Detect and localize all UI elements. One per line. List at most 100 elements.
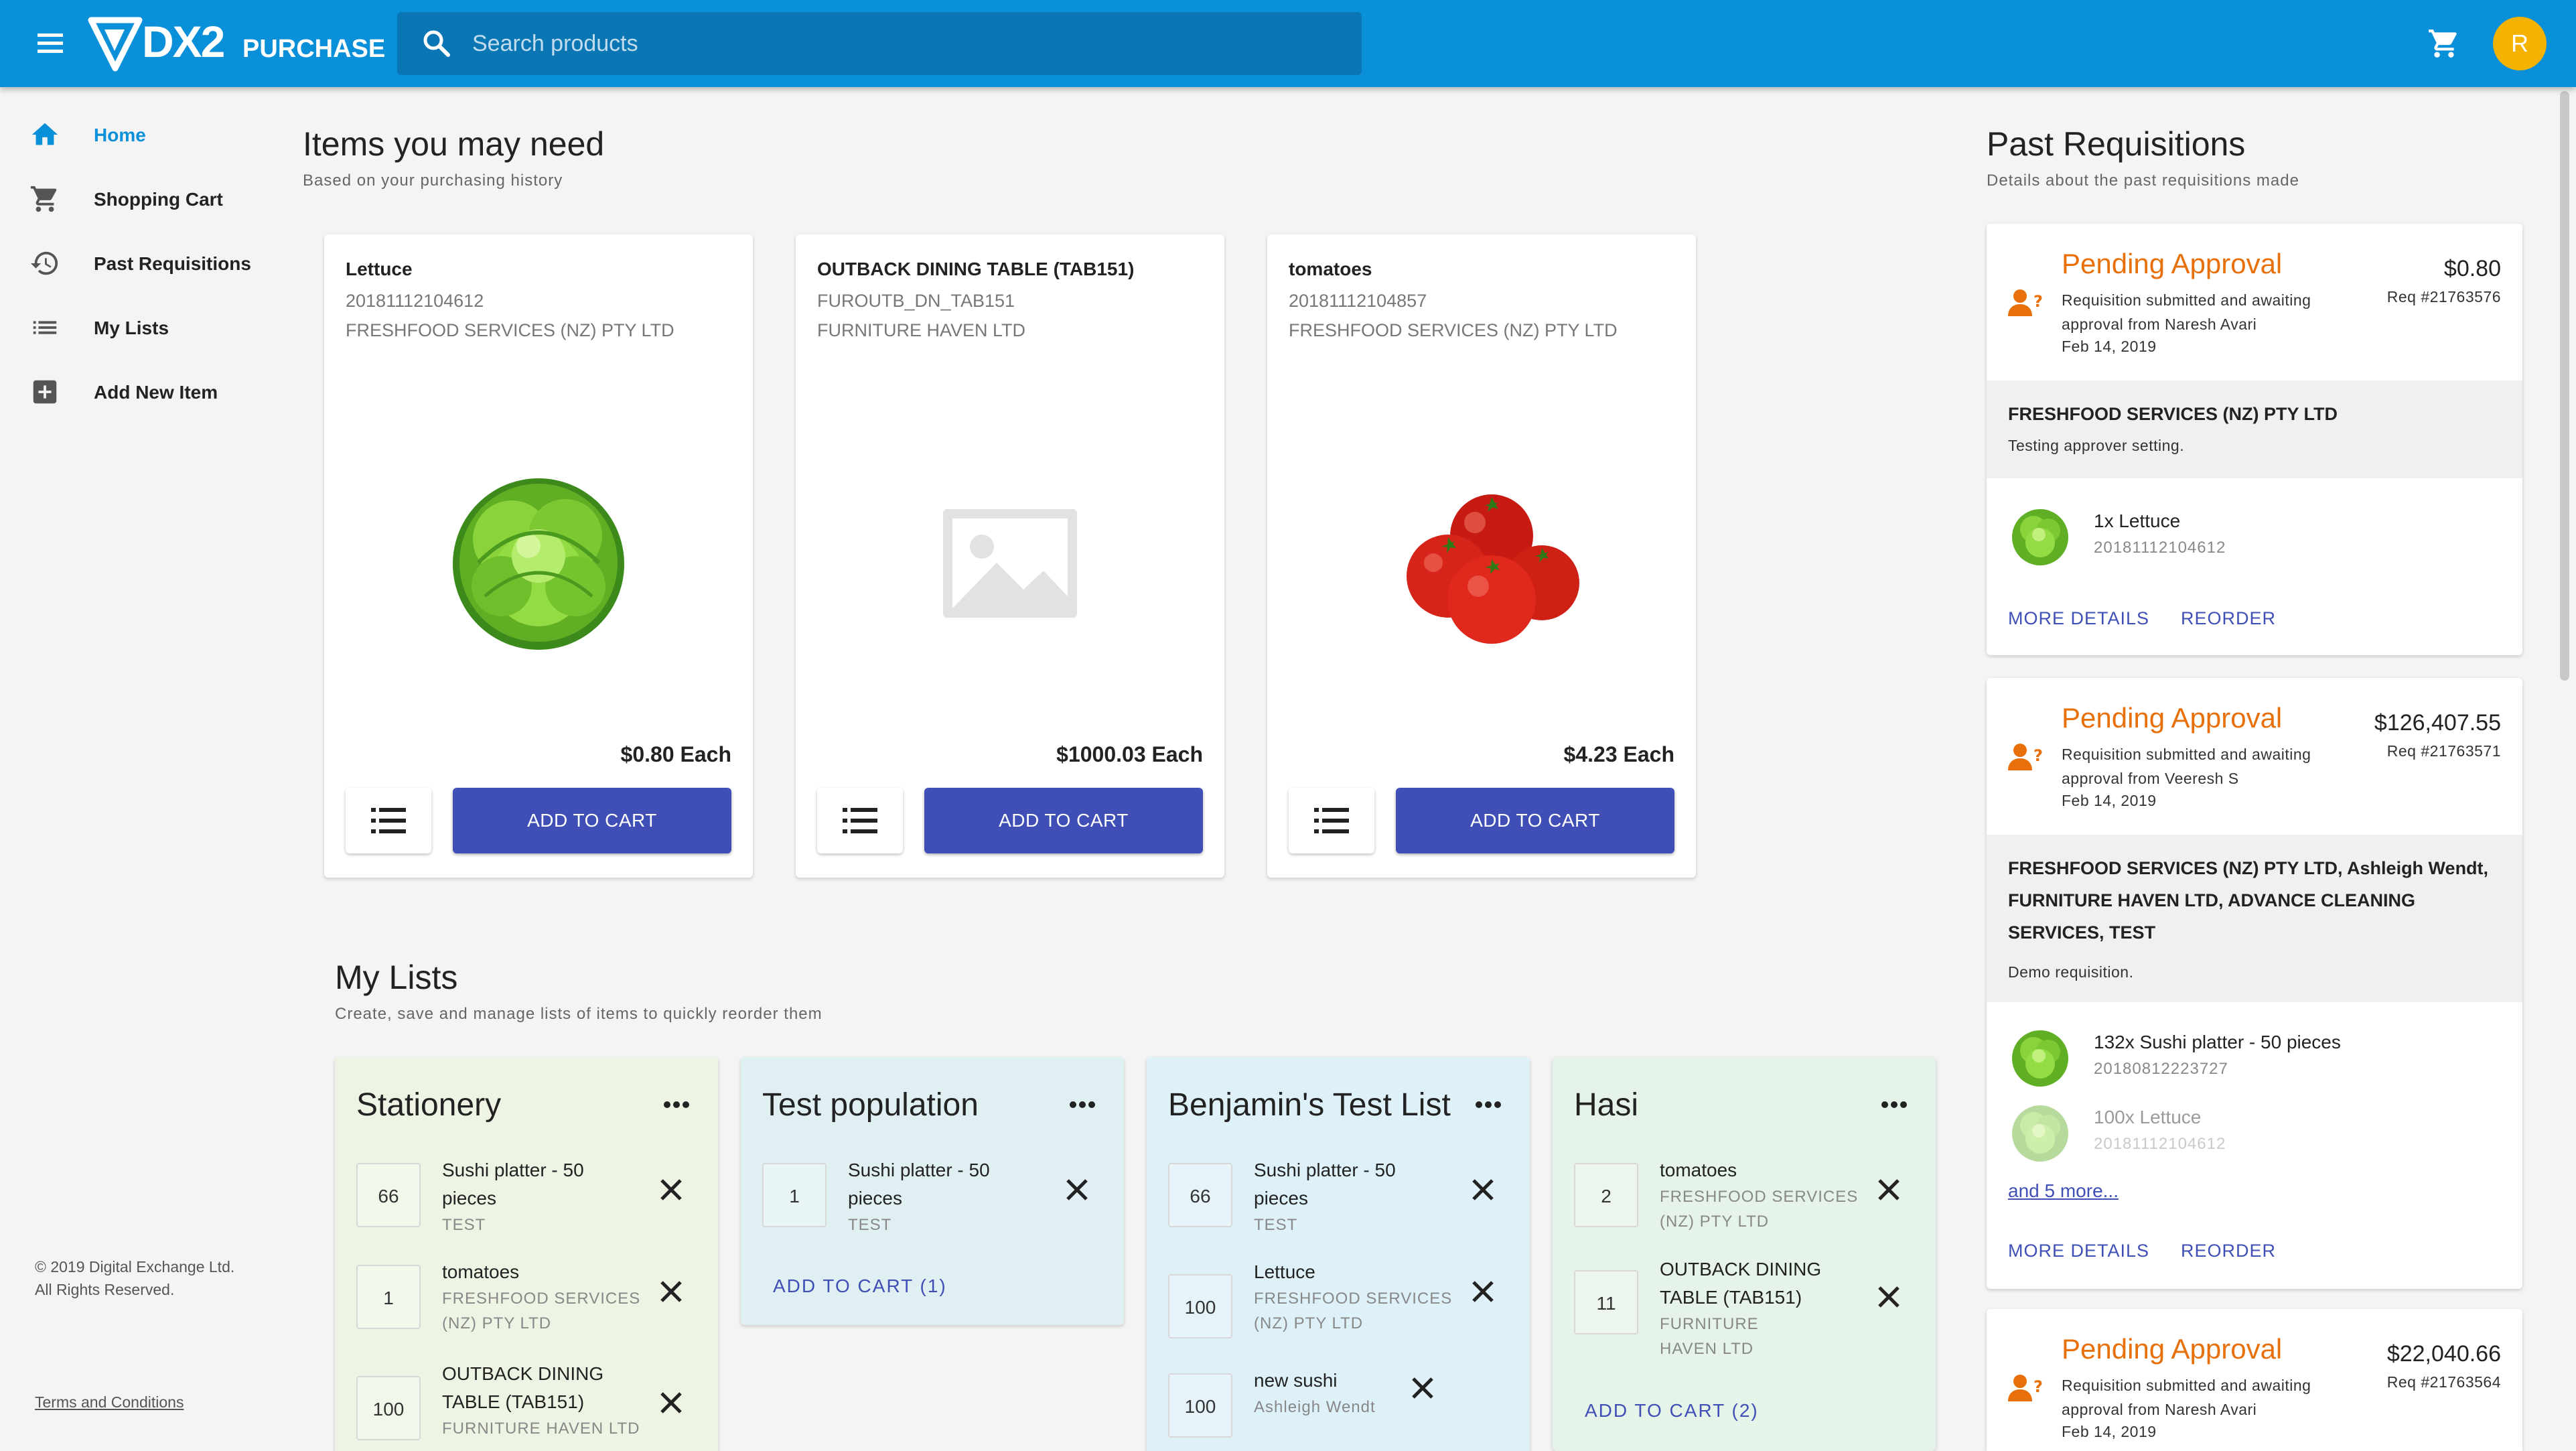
- show-more-link[interactable]: and 5 more...: [2008, 1180, 2119, 1201]
- add-list-to-cart-button[interactable]: ADD TO CART (1): [773, 1275, 947, 1296]
- list-title[interactable]: Hasi: [1574, 1087, 1639, 1123]
- more-horiz-icon[interactable]: [1474, 1095, 1503, 1115]
- scrollbar-thumb[interactable]: [2560, 91, 2569, 681]
- sidebar-item-label: Home: [94, 125, 146, 145]
- add-to-cart-button[interactable]: ADD TO CART: [453, 788, 731, 853]
- more-details-button[interactable]: MORE DETAILS: [2008, 608, 2150, 628]
- image-placeholder-icon[interactable]: [910, 462, 1111, 663]
- item-name: new sushi: [1254, 1370, 1338, 1391]
- sidebar-item-add-new-item[interactable]: Add New Item: [0, 362, 281, 422]
- quantity-field[interactable]: 100: [356, 1376, 421, 1440]
- add-to-list-button[interactable]: [1289, 788, 1374, 853]
- item-name: Sushi platter - 50 pieces: [848, 1160, 990, 1208]
- product-name[interactable]: tomatoes: [1289, 259, 1372, 279]
- user-avatar[interactable]: R: [2493, 17, 2547, 70]
- search-input[interactable]: Search products: [397, 12, 1362, 75]
- reorder-button[interactable]: REORDER: [2181, 608, 2277, 628]
- list-icon: [1314, 805, 1349, 836]
- requisition-status: Pending Approval: [2062, 1333, 2283, 1365]
- product-price: $0.80 Each: [620, 742, 731, 766]
- add-to-list-button[interactable]: [346, 788, 431, 853]
- product-supplier: FRESHFOOD SERVICES (NZ) PTY LTD: [1289, 320, 1618, 340]
- close-icon[interactable]: [658, 1176, 685, 1203]
- add-to-list-button[interactable]: [817, 788, 903, 853]
- quantity-field[interactable]: 66: [356, 1163, 421, 1227]
- close-icon[interactable]: [1409, 1375, 1436, 1401]
- line-item-name: 1x Lettuce: [2094, 510, 2181, 531]
- add-to-cart-button[interactable]: ADD TO CART: [1396, 788, 1674, 853]
- more-details-button[interactable]: MORE DETAILS: [2008, 1241, 2150, 1261]
- close-icon[interactable]: [1064, 1176, 1090, 1203]
- list-item: 100 OUTBACK DINING TABLE (TAB151) FURNIT…: [356, 1360, 705, 1451]
- quantity-field[interactable]: 1: [762, 1163, 827, 1227]
- quantity-field[interactable]: 100: [1168, 1373, 1232, 1438]
- menu-icon[interactable]: [33, 28, 67, 59]
- requisition-supplier-block: FRESHFOOD SERVICES (NZ) PTY LTD, Ashleig…: [1987, 835, 2522, 1002]
- more-horiz-icon[interactable]: [1068, 1095, 1097, 1115]
- requisition-card: Pending Approval ? Requisition submitted…: [1987, 1309, 2522, 1451]
- product-name[interactable]: OUTBACK DINING TABLE (TAB151): [817, 259, 1135, 279]
- cart-icon: [29, 184, 60, 214]
- requisition-card: Pending Approval ? Requisition submitted…: [1987, 678, 2522, 1289]
- product-card: Lettuce 20181112104612 FRESHFOOD SERVICE…: [324, 234, 753, 878]
- item-name: Sushi platter - 50 pieces: [1254, 1160, 1396, 1208]
- more-horiz-icon[interactable]: [662, 1095, 691, 1115]
- list-title[interactable]: Test population: [762, 1087, 979, 1123]
- close-icon[interactable]: [1470, 1278, 1496, 1305]
- requisition-amount: $0.80: [2443, 256, 2501, 281]
- item-name: OUTBACK DINING TABLE (TAB151): [442, 1363, 604, 1412]
- quantity-field[interactable]: 1: [356, 1265, 421, 1329]
- product-code: 20181112104857: [1289, 291, 1427, 311]
- list-title[interactable]: Benjamin's Test List: [1168, 1087, 1451, 1123]
- line-item-code: 20181112104612: [2094, 1135, 2226, 1153]
- item-name: OUTBACK DINING TABLE (TAB151): [1660, 1259, 1822, 1308]
- svg-text:?: ?: [2033, 1377, 2043, 1396]
- line-item-name: 100x Lettuce: [2094, 1107, 2202, 1127]
- quantity-field[interactable]: 100: [1168, 1274, 1232, 1338]
- add-to-cart-button[interactable]: ADD TO CART: [924, 788, 1203, 853]
- copyright-line: All Rights Reserved.: [35, 1281, 175, 1298]
- sidebar-item-my-lists[interactable]: My Lists: [0, 297, 281, 358]
- shopping-cart-icon[interactable]: [2427, 27, 2461, 60]
- requisition-amount: $22,040.66: [2386, 1341, 2501, 1367]
- reorder-button[interactable]: REORDER: [2181, 1241, 2277, 1261]
- sidebar-item-past-requisitions[interactable]: Past Requisitions: [0, 233, 281, 293]
- quantity-field[interactable]: 2: [1574, 1163, 1638, 1227]
- person-pending-icon: ?: [2008, 741, 2046, 773]
- sidebar-item-home[interactable]: Home: [0, 105, 281, 165]
- requisition-amount: $126,407.55: [2374, 710, 2501, 736]
- close-icon[interactable]: [658, 1278, 685, 1305]
- list-card-test-population: Test population 1 Sushi platter - 50 pie…: [741, 1057, 1124, 1325]
- list-icon: [29, 312, 60, 343]
- requisition-number: Req #21763571: [2386, 742, 2501, 760]
- requisition-line-item: 132x Sushi platter - 50 pieces 201808122…: [2008, 1025, 2477, 1092]
- history-icon: [29, 248, 60, 279]
- more-horiz-icon[interactable]: [1879, 1095, 1909, 1115]
- lettuce-image[interactable]: [438, 462, 639, 663]
- add-list-to-cart-button[interactable]: ADD TO CART (2): [1585, 1400, 1759, 1421]
- quantity-field[interactable]: 11: [1574, 1270, 1638, 1334]
- svg-text:?: ?: [2033, 292, 2043, 311]
- list-card-benjamins-test-list: Benjamin's Test List 66 Sushi platter - …: [1147, 1057, 1530, 1451]
- requisition-suppliers: FRESHFOOD SERVICES (NZ) PTY LTD: [2008, 404, 2338, 424]
- sidebar-item-shopping-cart[interactable]: Shopping Cart: [0, 169, 281, 229]
- close-icon[interactable]: [1470, 1176, 1496, 1203]
- list-card-stationery: Stationery 66 Sushi platter - 50 pieces …: [335, 1057, 718, 1451]
- lettuce-thumbnail: [2008, 504, 2072, 568]
- list-title[interactable]: Stationery: [356, 1087, 502, 1123]
- close-icon[interactable]: [1875, 1176, 1902, 1203]
- product-name[interactable]: Lettuce: [346, 259, 413, 279]
- search-icon: [421, 28, 452, 59]
- quantity-field[interactable]: 66: [1168, 1163, 1232, 1227]
- tomatoes-image[interactable]: [1381, 462, 1582, 663]
- close-icon[interactable]: [658, 1389, 685, 1416]
- item-supplier: FURNITURE HAVEN LTD: [442, 1420, 640, 1438]
- requisition-line-item: 100x Lettuce 20181112104612: [2008, 1100, 2477, 1167]
- copyright-line: © 2019 Digital Exchange Ltd.: [35, 1258, 235, 1275]
- close-icon[interactable]: [1875, 1284, 1902, 1310]
- list-card-hasi: Hasi 2 tomatoes FRESHFOOD SERVICES (NZ) …: [1553, 1057, 1936, 1451]
- product-price: $4.23 Each: [1563, 742, 1674, 766]
- sidebar-item-label: Shopping Cart: [94, 189, 223, 210]
- lettuce-thumbnail: [2008, 1100, 2072, 1164]
- terms-link[interactable]: Terms and Conditions: [35, 1393, 184, 1411]
